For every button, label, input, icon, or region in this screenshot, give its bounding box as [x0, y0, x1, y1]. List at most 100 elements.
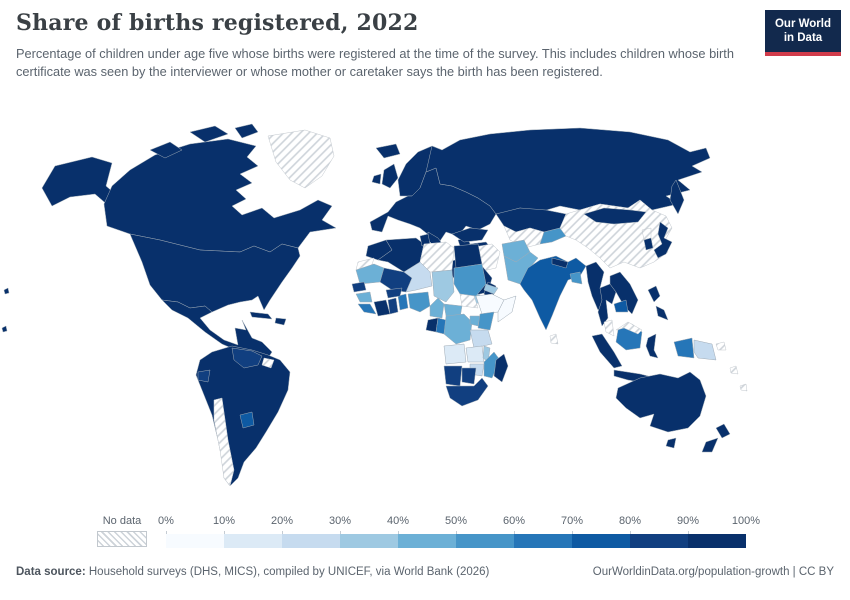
- chart-subtitle: Percentage of children under age five wh…: [16, 46, 734, 80]
- country-malaysia-borneo[interactable]: [615, 321, 643, 335]
- legend-no-data-label: No data: [102, 515, 142, 527]
- legend-no-data-swatch[interactable]: [97, 531, 147, 547]
- legend-tick-label: 70%: [560, 515, 584, 527]
- country-turkey[interactable]: [451, 227, 489, 243]
- legend-tick-label: 100%: [731, 515, 761, 527]
- country-niger[interactable]: [403, 261, 433, 293]
- country-indonesia-papua[interactable]: [673, 337, 695, 359]
- country-pakistan[interactable]: [503, 251, 539, 285]
- legend-bin-10-20%[interactable]: [224, 531, 282, 548]
- country-pacific-islands-1[interactable]: [715, 341, 727, 351]
- country-sierra-leone-liberia[interactable]: [357, 303, 377, 315]
- country-senegal[interactable]: [351, 281, 367, 293]
- legend-tick-label: 90%: [676, 515, 700, 527]
- legend-bin-60-70%[interactable]: [514, 531, 572, 548]
- country-botswana[interactable]: [461, 367, 477, 385]
- country-new-zealand-south[interactable]: [701, 437, 719, 453]
- country-malaysia[interactable]: [603, 319, 615, 337]
- legend-tick-label: 40%: [386, 515, 410, 527]
- legend-color-ramp: 0% 10% 20% 30% 40% 50% 60% 70% 80% 90% 100%: [158, 515, 760, 548]
- country-russia-kamchatka[interactable]: [669, 179, 685, 215]
- owid-logo[interactable]: Our World in Data: [765, 10, 841, 56]
- country-hawaii[interactable]: [3, 287, 10, 295]
- country-ghana[interactable]: [387, 297, 399, 315]
- chart-footer: Data source: Household surveys (DHS, MIC…: [16, 566, 834, 578]
- country-pacific-islands-3[interactable]: [739, 383, 748, 392]
- legend-bin-70-80%[interactable]: [572, 531, 630, 548]
- country-zambia[interactable]: [465, 345, 485, 363]
- country-chad[interactable]: [431, 269, 455, 303]
- legend-bin-30-40%[interactable]: [340, 531, 398, 548]
- country-greenland[interactable]: [267, 129, 335, 189]
- owid-link[interactable]: OurWorldinData.org/population-growth | C…: [592, 566, 834, 578]
- country-australia[interactable]: [615, 371, 707, 433]
- country-tanzania[interactable]: [469, 329, 493, 349]
- country-canada-arctic-1[interactable]: [149, 141, 183, 159]
- country-suriname[interactable]: [261, 357, 275, 369]
- country-south-korea[interactable]: [643, 237, 654, 251]
- country-somalia[interactable]: [497, 295, 517, 323]
- owid-logo-line1: Our World: [774, 18, 831, 30]
- country-madagascar[interactable]: [493, 353, 509, 383]
- legend-bin-20-30%[interactable]: [282, 531, 340, 548]
- country-japan[interactable]: [653, 221, 673, 259]
- country-tasmania[interactable]: [665, 437, 677, 449]
- country-new-zealand-north[interactable]: [715, 423, 731, 439]
- legend-bin-40-50%[interactable]: [398, 531, 456, 548]
- country-cambodia[interactable]: [613, 299, 629, 313]
- country-burkina-faso[interactable]: [385, 287, 403, 299]
- choropleth-map-svg: [1, 123, 748, 487]
- country-laos-vietnam[interactable]: [609, 271, 639, 315]
- legend-tick-label: 60%: [502, 515, 526, 527]
- country-eritrea[interactable]: [483, 283, 499, 295]
- country-togo-benin[interactable]: [397, 293, 409, 311]
- country-hispaniola[interactable]: [274, 317, 287, 326]
- country-canada-arctic-3[interactable]: [234, 123, 259, 139]
- country-kenya[interactable]: [477, 311, 495, 331]
- country-mexico-central-america[interactable]: [161, 299, 273, 359]
- country-iceland[interactable]: [375, 143, 401, 159]
- country-canada-arctic-2[interactable]: [189, 125, 229, 143]
- chart-header: Share of births registered, 2022 Percent…: [16, 10, 750, 81]
- country-pacific-islands-2[interactable]: [729, 365, 739, 375]
- country-south-sudan[interactable]: [459, 293, 479, 309]
- country-ireland[interactable]: [371, 173, 382, 185]
- legend-bin-90-100%[interactable]: [688, 531, 746, 548]
- country-bangladesh[interactable]: [569, 271, 583, 285]
- country-cuba[interactable]: [249, 311, 273, 320]
- country-papua-new-guinea[interactable]: [693, 339, 717, 361]
- country-cote-divoire[interactable]: [373, 299, 391, 317]
- country-nepal[interactable]: [551, 257, 569, 269]
- country-sri-lanka[interactable]: [549, 333, 559, 345]
- country-south-africa[interactable]: [445, 377, 489, 407]
- country-russia[interactable]: [425, 127, 711, 215]
- country-uganda[interactable]: [469, 315, 481, 327]
- country-kyrgyzstan-tajikistan[interactable]: [539, 227, 567, 245]
- country-paraguay[interactable]: [239, 411, 255, 429]
- country-china[interactable]: [559, 199, 673, 269]
- country-india[interactable]: [519, 255, 587, 331]
- country-namibia[interactable]: [443, 365, 463, 387]
- country-indonesia-sulawesi[interactable]: [645, 333, 659, 359]
- country-cameroon[interactable]: [429, 297, 445, 319]
- country-united-kingdom[interactable]: [381, 163, 399, 189]
- country-chile[interactable]: [213, 397, 235, 487]
- country-guinea[interactable]: [355, 291, 373, 303]
- country-dr-congo[interactable]: [443, 313, 473, 345]
- country-thailand[interactable]: [597, 283, 617, 327]
- country-ecuador[interactable]: [197, 369, 211, 383]
- country-mongolia[interactable]: [583, 207, 647, 225]
- legend-tick-label: 20%: [270, 515, 294, 527]
- legend-no-data[interactable]: No data: [97, 515, 147, 547]
- country-philippines-north[interactable]: [647, 285, 661, 303]
- country-venezuela[interactable]: [231, 347, 263, 369]
- legend-bin-0-10%[interactable]: [166, 531, 224, 548]
- country-angola[interactable]: [443, 343, 467, 365]
- country-europe-mainland[interactable]: [369, 167, 497, 245]
- country-philippines-south[interactable]: [655, 305, 669, 321]
- legend-bin-80-90%[interactable]: [630, 531, 688, 548]
- country-hawaii-2[interactable]: [1, 325, 8, 333]
- country-nigeria[interactable]: [407, 291, 431, 313]
- country-indonesia-sumatra[interactable]: [591, 333, 623, 369]
- legend-bin-50-60%[interactable]: [456, 531, 514, 548]
